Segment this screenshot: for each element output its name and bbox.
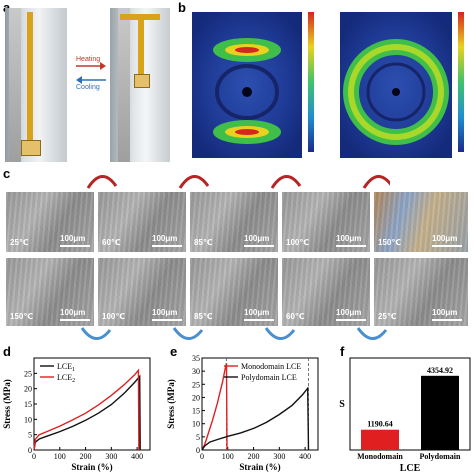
x-tick-label: 0 (32, 452, 36, 461)
cooling-arrows (80, 327, 388, 340)
x-tick-label: 400 (131, 452, 143, 461)
y-tick-label: 0 (196, 446, 200, 455)
micrograph-bottom-1: 150℃ 100μm (6, 258, 94, 326)
chart-d-stress-strain: 0 100 200 300 400 0 5 10 15 20 25 Strain (%) Stress … (2, 357, 151, 472)
x-tick-label: 300 (105, 452, 117, 461)
y-tick-label: 25 (24, 369, 32, 378)
series-line-1 (201, 363, 228, 451)
x-axis-label: Strain (%) (239, 462, 280, 472)
series-line-2 (33, 368, 140, 451)
bar-polydomain (421, 375, 459, 450)
xray-patterns (192, 12, 464, 158)
y-tick-label: 5 (196, 433, 200, 442)
panel-label-a: a (3, 0, 10, 15)
x-axis-label: LCE (400, 463, 421, 474)
y-tick-label: 5 (28, 431, 32, 440)
y-tick-label: 20 (24, 385, 32, 394)
series-line-1 (33, 374, 141, 451)
micrograph-top-2: 60℃ 100μm (98, 192, 186, 252)
bar-value-label: 4354.92 (427, 366, 453, 375)
photo-left-actuator (5, 8, 67, 162)
category-label: Polydomain (420, 452, 461, 461)
plot-frame (201, 357, 319, 451)
chart-f-bar: 1190.64 Monodomain 4354.92 Polydomain LCE S (339, 357, 471, 474)
micrograph-bottom-2: 100℃ 100μm (98, 258, 186, 326)
micrograph-top-3: 85℃ 100μm (190, 192, 278, 252)
y-tick-label: 20 (192, 393, 200, 402)
plot-frame (349, 357, 471, 451)
y-tick-label: 10 (192, 420, 200, 429)
y-tick-label: 35 (192, 354, 200, 363)
micrograph-top-4: 100℃ 100μm (282, 192, 370, 252)
y-tick-label: 15 (192, 407, 200, 416)
x-tick-label: 300 (273, 452, 285, 461)
x-tick-label: 100 (54, 452, 66, 461)
y-tick-label: 15 (24, 400, 32, 409)
y-axis-label: Stress (MPa) (2, 379, 12, 429)
bar-monodomain (361, 429, 399, 450)
y-axis-label: Stress (MPa) (166, 379, 176, 429)
category-label: Monodomain (357, 452, 403, 461)
micrograph-bottom-5: 25℃ 100μm (374, 258, 468, 326)
y-tick-label: 0 (28, 446, 32, 455)
y-tick-label: 10 (24, 415, 32, 424)
panel-label-b: b (178, 0, 186, 15)
chart-e-stress-strain: 0 100 200 300 400 0 5 10 15 20 25 30 35 Strain (%) Str… (166, 354, 319, 472)
y-tick-label: 30 (192, 367, 200, 376)
micrograph-bottom-3: 85℃ 100μm (190, 258, 278, 326)
y-tick-label: 25 (192, 380, 200, 389)
micrograph-top-1: 25℃ 100μm (6, 192, 94, 252)
series-line-2 (201, 386, 310, 451)
micrograph-bottom-4: 60℃ 100μm (282, 258, 370, 326)
legend-label-1: LCE1 (57, 362, 75, 373)
xray-pattern-polydomain (340, 12, 452, 158)
legend-label-1: Monodomain LCE (241, 362, 301, 371)
heating-label: Heating (76, 56, 101, 63)
heating-arrows (86, 175, 390, 189)
panel-label-f: f (340, 344, 345, 359)
x-tick-label: 200 (80, 452, 92, 461)
panel-label-e: e (170, 344, 178, 359)
cooling-label: Cooling (76, 84, 100, 91)
legend-label-2: Polydomain LCE (241, 373, 297, 382)
plot-frame (33, 357, 151, 451)
y-axis-label: S (339, 399, 345, 410)
bar-value-label: 1190.64 (367, 420, 393, 429)
x-tick-label: 0 (200, 452, 204, 461)
xray-pattern-monodomain (192, 12, 302, 158)
x-tick-label: 400 (299, 452, 311, 461)
photo-right-actuator (110, 8, 170, 162)
panel-label-c: c (3, 166, 11, 181)
heating-cooling-arrows (76, 62, 106, 84)
micrograph-top-5: 150℃ 100μm (374, 192, 468, 252)
legend-label-2: LCE2 (57, 373, 75, 384)
x-tick-label: 200 (248, 452, 260, 461)
panel-label-d: d (3, 344, 11, 359)
x-axis-label: Strain (%) (71, 462, 112, 472)
x-tick-label: 100 (222, 452, 234, 461)
